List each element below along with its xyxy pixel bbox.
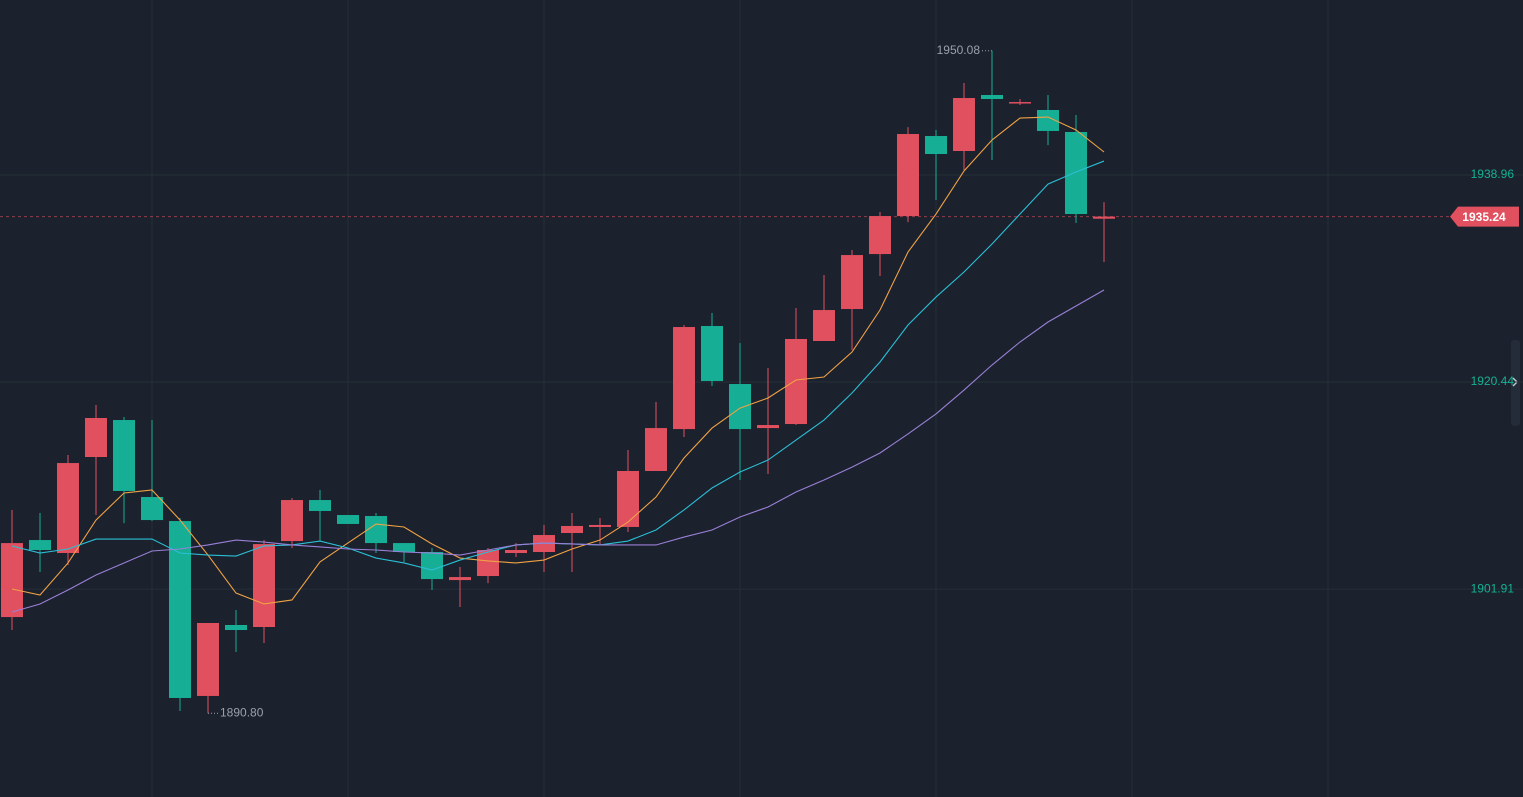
candle-body bbox=[1065, 131, 1087, 215]
candle-body bbox=[281, 500, 303, 542]
candle-body bbox=[841, 255, 863, 310]
low-label: 1890.80 bbox=[220, 705, 264, 719]
candle-body bbox=[141, 497, 163, 521]
candle-body bbox=[197, 622, 219, 696]
candle-body bbox=[897, 134, 919, 217]
moving-average-line bbox=[11, 116, 1105, 605]
last-price-tag bbox=[1450, 206, 1519, 227]
y-tick-label: 1901.91 bbox=[1471, 581, 1515, 595]
candle-body bbox=[925, 136, 947, 155]
candle-body bbox=[1093, 216, 1115, 219]
candle-body bbox=[645, 428, 667, 471]
candle-body bbox=[29, 540, 51, 550]
candle-body bbox=[169, 521, 191, 698]
candle-body bbox=[393, 543, 415, 553]
candle-body bbox=[477, 549, 499, 577]
candle-body bbox=[57, 463, 79, 554]
candle-body bbox=[505, 549, 527, 554]
candle-body bbox=[253, 544, 275, 628]
candle-body bbox=[589, 524, 611, 527]
candle-body bbox=[421, 552, 443, 580]
moving-average-line bbox=[11, 289, 1105, 613]
last-price-label: 1935.24 bbox=[1462, 210, 1506, 224]
candle-body bbox=[981, 95, 1003, 100]
y-tick-label: 1938.96 bbox=[1471, 167, 1515, 181]
candle-body bbox=[85, 418, 107, 458]
y-tick-label: 1920.44 bbox=[1471, 374, 1515, 388]
candle-body bbox=[225, 624, 247, 631]
high-label: 1950.08 bbox=[937, 43, 981, 57]
candle-body bbox=[309, 500, 331, 511]
candle-body bbox=[701, 326, 723, 382]
candle-body bbox=[953, 98, 975, 151]
candle-body bbox=[337, 515, 359, 524]
candle-body bbox=[757, 425, 779, 429]
candle-body bbox=[617, 470, 639, 527]
candle-body bbox=[869, 216, 891, 255]
candle-body bbox=[673, 327, 695, 430]
candle-body bbox=[1, 543, 23, 618]
candle-body bbox=[813, 310, 835, 341]
candle-body bbox=[449, 577, 471, 581]
candle-body bbox=[1037, 109, 1059, 131]
candle-body bbox=[113, 420, 135, 491]
candle-body bbox=[561, 525, 583, 534]
candle-body bbox=[1009, 102, 1031, 104]
candle-body bbox=[729, 384, 751, 430]
candle-body bbox=[365, 516, 387, 544]
candle-body bbox=[785, 338, 807, 425]
